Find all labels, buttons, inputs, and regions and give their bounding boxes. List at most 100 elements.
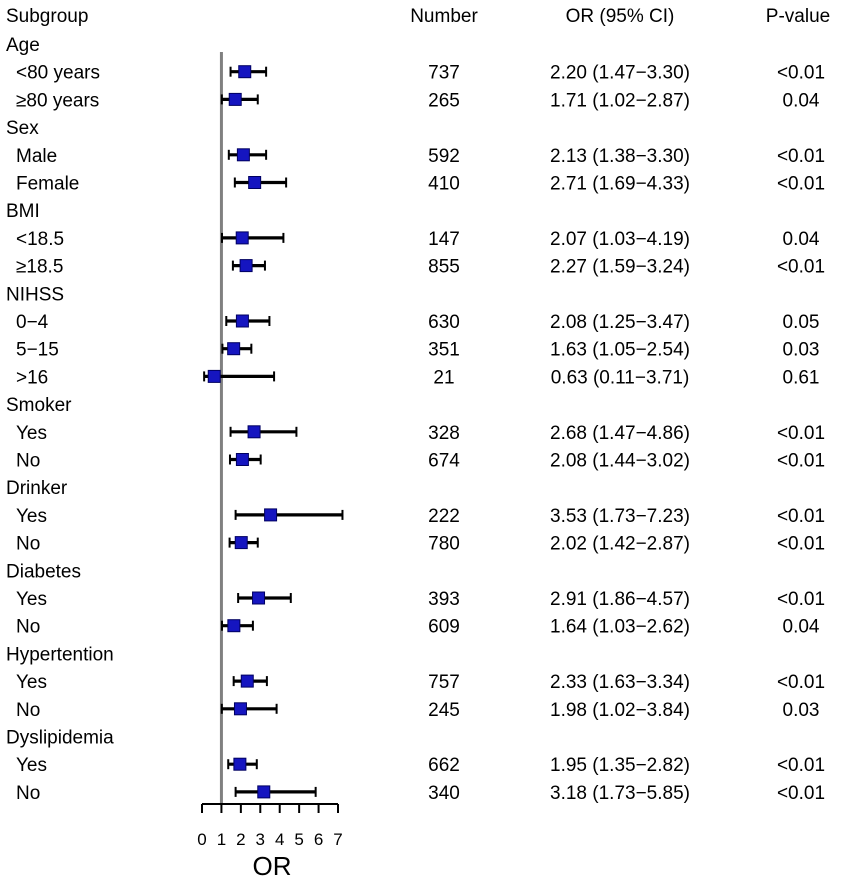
p-value: <0.01	[777, 257, 825, 278]
or-ci-value: 2.91 (1.86−4.57)	[550, 589, 690, 610]
subgroup-label: Male	[16, 146, 57, 167]
subgroup-label: Female	[16, 174, 79, 195]
number-value: 328	[428, 423, 460, 444]
p-value: <0.01	[777, 506, 825, 527]
ci-row	[237, 591, 292, 605]
or-ci-value: 1.95 (1.35−2.82)	[550, 755, 690, 776]
subgroup-label: Yes	[16, 506, 47, 527]
or-point-marker	[236, 148, 250, 162]
number-value: 780	[428, 534, 460, 555]
or-ci-value: 2.13 (1.38−3.30)	[550, 146, 690, 167]
ci-row	[221, 231, 285, 245]
subgroup-label: ≥80 years	[16, 90, 99, 111]
number-value: 21	[433, 367, 454, 388]
number-value: 393	[428, 589, 460, 610]
p-value: <0.01	[777, 174, 825, 195]
subgroup-label: No	[16, 451, 40, 472]
p-value: 0.04	[783, 617, 820, 638]
ci-row	[229, 425, 298, 439]
ci-row	[232, 674, 268, 688]
ci-row	[228, 453, 262, 466]
ci-row	[234, 508, 344, 522]
header-subgroup: Subgroup	[6, 6, 88, 27]
ci-row	[225, 314, 271, 328]
subgroup-label: 5−15	[16, 340, 59, 361]
subgroup-label: No	[16, 534, 40, 555]
subgroup-header: NIHSS	[6, 284, 64, 305]
p-value: 0.05	[783, 312, 820, 333]
number-value: 592	[428, 146, 460, 167]
p-value: 0.03	[783, 700, 820, 721]
number-value: 222	[428, 506, 460, 527]
subgroup-label: Yes	[16, 672, 47, 693]
ci-row	[220, 702, 278, 716]
x-axis-label: OR	[253, 851, 292, 881]
ci-row	[233, 176, 288, 189]
or-ci-value: 2.33 (1.63−3.34)	[550, 672, 690, 693]
subgroup-label: ≥18.5	[16, 257, 63, 278]
or-ci-value: 2.02 (1.42−2.87)	[550, 534, 690, 555]
number-value: 245	[428, 700, 460, 721]
or-point-marker	[235, 314, 249, 328]
p-value: <0.01	[777, 672, 825, 693]
p-value: <0.01	[777, 63, 825, 84]
ci-row	[228, 536, 259, 550]
or-ci-value: 3.53 (1.73−7.23)	[550, 506, 690, 527]
or-point-marker	[252, 591, 266, 605]
number-value: 855	[428, 257, 460, 278]
p-value: <0.01	[777, 451, 825, 472]
or-ci-value: 1.63 (1.05−2.54)	[550, 340, 690, 361]
subgroup-label: Yes	[16, 589, 47, 610]
number-value: 737	[428, 63, 460, 84]
x-tick-label: 6	[314, 830, 323, 849]
or-point-marker	[239, 259, 253, 273]
subgroup-label: No	[16, 700, 40, 721]
subgroup-label: <18.5	[16, 229, 64, 250]
ci-row	[234, 785, 317, 799]
p-value: <0.01	[777, 783, 825, 804]
subgroup-label: 0−4	[16, 312, 49, 333]
ci-row	[231, 259, 266, 273]
or-point-marker	[248, 176, 262, 189]
or-ci-value: 3.18 (1.73−5.85)	[550, 783, 690, 804]
x-tick-label: 4	[275, 830, 284, 849]
ci-row	[203, 369, 276, 383]
or-ci-value: 2.08 (1.44−3.02)	[550, 451, 690, 472]
subgroup-label: <80 years	[16, 63, 100, 84]
subgroup-header: Diabetes	[6, 561, 81, 582]
ci-row	[220, 92, 259, 106]
or-point-marker	[228, 92, 242, 106]
number-value: 609	[428, 617, 460, 638]
ci-row	[221, 619, 254, 633]
or-point-marker	[233, 702, 247, 716]
number-value: 630	[428, 312, 460, 333]
or-point-marker	[207, 369, 221, 383]
subgroup-label: Yes	[16, 423, 47, 444]
header-number: Number	[410, 6, 478, 27]
ci-row	[229, 65, 268, 79]
p-value: 0.03	[783, 340, 820, 361]
or-ci-value: 2.08 (1.25−3.47)	[550, 312, 690, 333]
subgroup-label: >16	[16, 367, 48, 388]
p-value: 0.04	[783, 229, 820, 250]
header-or-ci: OR (95% CI)	[566, 6, 675, 27]
subgroup-header: Age	[6, 35, 40, 56]
header-pvalue: P-value	[766, 6, 830, 27]
x-tick-label: 5	[294, 830, 303, 849]
subgroup-label: Yes	[16, 755, 47, 776]
or-point-marker	[264, 508, 278, 522]
x-tick-label: 2	[236, 830, 245, 849]
subgroup-label: No	[16, 617, 40, 638]
p-value: 0.61	[783, 367, 820, 388]
or-ci-value: 2.20 (1.47−3.30)	[550, 63, 690, 84]
or-point-marker	[227, 342, 241, 356]
or-point-marker	[227, 619, 241, 633]
or-point-marker	[233, 757, 247, 771]
ci-row	[221, 342, 253, 356]
p-value: <0.01	[777, 423, 825, 444]
or-ci-value: 2.68 (1.47−4.86)	[550, 423, 690, 444]
or-point-marker	[235, 231, 249, 245]
p-value: 0.04	[783, 90, 820, 111]
p-value: <0.01	[777, 589, 825, 610]
